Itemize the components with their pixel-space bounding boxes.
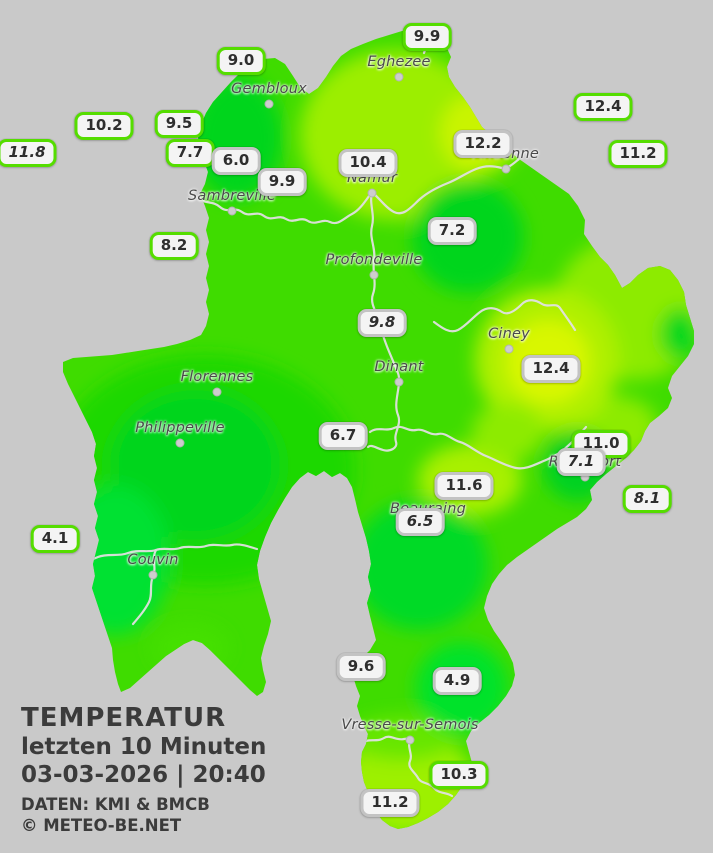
river-meuse-south bbox=[366, 190, 401, 452]
city-dot bbox=[394, 377, 404, 387]
city-name: Couvin bbox=[127, 552, 179, 568]
city-dot bbox=[405, 735, 415, 745]
city-name: Gembloux bbox=[231, 81, 307, 97]
cold-zone-beauraing bbox=[352, 500, 488, 630]
city-dot bbox=[394, 72, 404, 82]
map-datetime: 03-03-2026 | 20:40 bbox=[21, 762, 266, 788]
station-label-ciney: 12.4 bbox=[521, 355, 581, 383]
map-title: TEMPERATUR bbox=[21, 703, 227, 733]
city-dot bbox=[227, 206, 237, 216]
city-dot bbox=[369, 270, 379, 280]
city-name: Dinant bbox=[374, 359, 424, 375]
map-source: DATEN: KMI & BMCB bbox=[21, 795, 210, 814]
city-name: Philippeville bbox=[135, 420, 225, 436]
cold-zone-east-border bbox=[660, 308, 694, 360]
station-label-west-1: 8.2 bbox=[149, 232, 199, 260]
station-label-northwest-1: 10.2 bbox=[74, 112, 134, 140]
station-label-northeast-2: 11.2 bbox=[608, 140, 668, 168]
station-label-northeast-1: 12.4 bbox=[573, 93, 633, 121]
city-name: Vresse-sur-Semois bbox=[341, 717, 479, 733]
station-label-south-4: 11.2 bbox=[360, 789, 420, 817]
warm-zone-lesse bbox=[472, 404, 544, 460]
city-dot bbox=[367, 188, 377, 198]
city-dot bbox=[504, 344, 514, 354]
station-label-northwest-3: 7.7 bbox=[165, 139, 215, 167]
map-copyright: © METEO-BE.NET bbox=[21, 816, 182, 835]
station-label-eghezee: 9.9 bbox=[402, 23, 452, 51]
station-label-northwest-4: 6.0 bbox=[211, 147, 261, 175]
warm-zone-north-central bbox=[300, 50, 490, 220]
title-block: TEMPERATUR letzten 10 Minuten 03-03-2026… bbox=[21, 703, 266, 836]
cold-zone-philippeville bbox=[110, 390, 280, 540]
city-name: Profondeville bbox=[325, 252, 423, 268]
station-label-beauraing: 6.5 bbox=[395, 508, 445, 536]
city-name: Sambreville bbox=[187, 188, 277, 204]
station-label-sambreville: 9.9 bbox=[257, 168, 307, 196]
station-label-rochefort: 7.1 bbox=[556, 448, 606, 476]
station-label-beauraing-east: 11.6 bbox=[434, 472, 494, 500]
river-bocq bbox=[432, 299, 577, 333]
station-label-center-south: 6.7 bbox=[318, 422, 368, 450]
station-label-south-3: 10.3 bbox=[429, 761, 489, 789]
city-name: Ciney bbox=[488, 326, 530, 342]
city-dot bbox=[148, 570, 158, 580]
warm-zone-semois bbox=[347, 716, 457, 760]
station-label-southwest-ext: 4.1 bbox=[30, 525, 80, 553]
station-label-profondeville-e: 7.2 bbox=[427, 217, 477, 245]
river-viroin bbox=[64, 543, 259, 573]
city-dot bbox=[264, 99, 274, 109]
station-label-west-external: 11.8 bbox=[0, 139, 57, 167]
city-name: Eghezee bbox=[367, 54, 431, 70]
city-dot bbox=[212, 387, 222, 397]
river-sambre bbox=[192, 190, 374, 225]
map-subtitle: letzten 10 Minuten bbox=[21, 734, 267, 760]
city-name: Florennes bbox=[180, 369, 254, 385]
station-label-south-1: 9.6 bbox=[336, 653, 386, 681]
station-label-andenne: 12.2 bbox=[453, 130, 513, 158]
station-label-meuse-valley: 9.8 bbox=[357, 309, 407, 337]
station-label-namur: 10.4 bbox=[338, 149, 398, 177]
river-eau-noire bbox=[131, 548, 158, 626]
station-label-south-2: 4.9 bbox=[432, 667, 482, 695]
city-dot bbox=[501, 164, 511, 174]
city-dot bbox=[175, 438, 185, 448]
station-label-gembloux-north: 9.0 bbox=[216, 47, 266, 75]
station-label-east-external: 8.1 bbox=[622, 485, 672, 513]
station-label-northwest-2: 9.5 bbox=[154, 110, 204, 138]
